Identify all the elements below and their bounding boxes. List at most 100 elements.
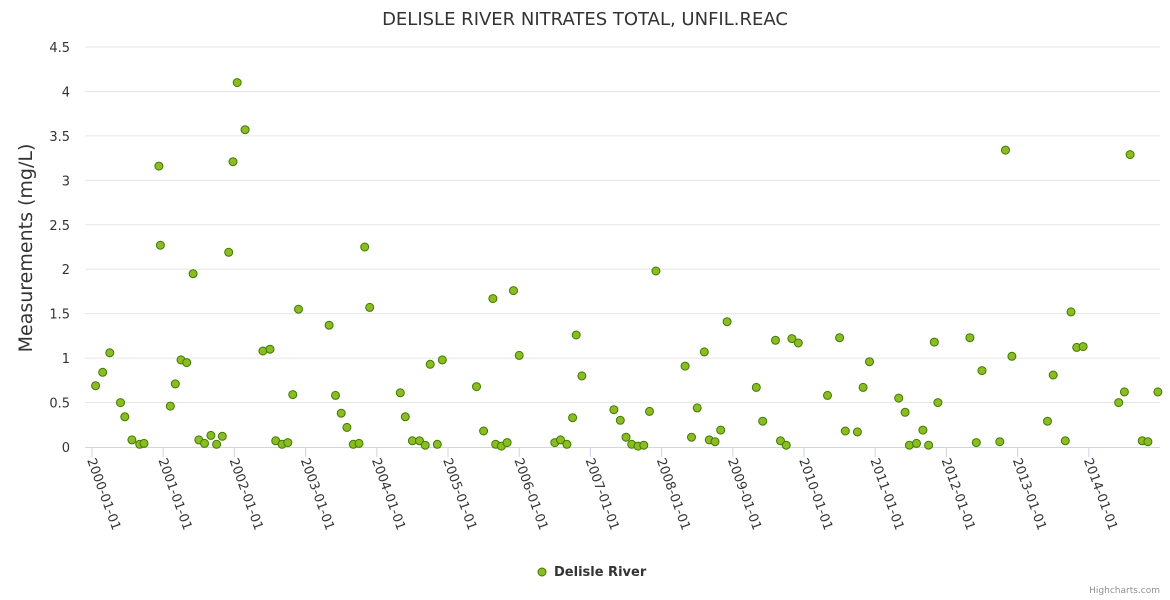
- data-point[interactable]: [680, 361, 690, 371]
- data-point[interactable]: [692, 403, 702, 413]
- data-point[interactable]: [758, 416, 768, 426]
- data-point[interactable]: [400, 412, 410, 422]
- data-point[interactable]: [933, 398, 943, 408]
- legend-item-delisle-river[interactable]: Delisle River: [554, 565, 647, 580]
- data-point[interactable]: [894, 393, 904, 403]
- data-point[interactable]: [1125, 150, 1135, 160]
- data-point[interactable]: [206, 430, 216, 440]
- data-point[interactable]: [228, 157, 238, 167]
- data-point[interactable]: [324, 320, 334, 330]
- data-point[interactable]: [793, 338, 803, 348]
- data-point[interactable]: [858, 382, 868, 392]
- data-point[interactable]: [687, 432, 696, 442]
- data-point[interactable]: [1007, 351, 1017, 361]
- data-point[interactable]: [609, 405, 619, 415]
- data-point[interactable]: [182, 358, 192, 368]
- data-point[interactable]: [651, 266, 661, 276]
- data-point[interactable]: [621, 432, 631, 442]
- data-point[interactable]: [852, 427, 862, 437]
- data-point[interactable]: [509, 286, 518, 296]
- data-point[interactable]: [342, 422, 352, 432]
- data-point[interactable]: [823, 390, 832, 400]
- data-point[interactable]: [1048, 370, 1058, 380]
- data-point[interactable]: [354, 438, 364, 448]
- data-point[interactable]: [639, 440, 649, 450]
- data-point[interactable]: [154, 161, 164, 171]
- data-point[interactable]: [1001, 145, 1010, 155]
- data-point[interactable]: [562, 439, 572, 449]
- data-point[interactable]: [127, 435, 137, 445]
- data-point[interactable]: [977, 366, 987, 376]
- data-point[interactable]: [155, 240, 165, 250]
- legend[interactable]: Delisle River: [537, 565, 647, 580]
- data-point[interactable]: [577, 371, 587, 381]
- data-point[interactable]: [165, 401, 175, 411]
- data-point[interactable]: [98, 367, 108, 377]
- data-point[interactable]: [425, 359, 435, 369]
- data-point[interactable]: [188, 269, 198, 279]
- data-point[interactable]: [710, 437, 720, 447]
- credits-link[interactable]: Highcharts.com: [1089, 586, 1160, 596]
- data-point[interactable]: [912, 438, 921, 448]
- data-point[interactable]: [224, 247, 234, 257]
- data-point[interactable]: [365, 302, 375, 312]
- data-point[interactable]: [200, 438, 209, 448]
- data-point[interactable]: [283, 438, 293, 448]
- data-point[interactable]: [645, 406, 654, 416]
- data-point[interactable]: [716, 425, 726, 435]
- data-point[interactable]: [722, 317, 732, 327]
- data-point[interactable]: [294, 304, 303, 314]
- data-point[interactable]: [217, 431, 227, 441]
- data-point[interactable]: [751, 382, 761, 392]
- data-point[interactable]: [437, 355, 447, 365]
- data-point[interactable]: [835, 333, 845, 343]
- data-point[interactable]: [91, 381, 101, 391]
- data-point[interactable]: [139, 438, 149, 448]
- data-point[interactable]: [331, 390, 340, 400]
- data-point[interactable]: [488, 294, 498, 304]
- data-point[interactable]: [502, 438, 512, 448]
- data-point[interactable]: [995, 437, 1005, 447]
- data-point[interactable]: [1153, 387, 1163, 397]
- data-point[interactable]: [781, 440, 791, 450]
- data-point[interactable]: [1066, 307, 1076, 317]
- data-point[interactable]: [787, 334, 797, 344]
- data-point[interactable]: [105, 348, 115, 358]
- data-point[interactable]: [965, 333, 975, 343]
- data-point[interactable]: [1119, 387, 1129, 397]
- data-point[interactable]: [1078, 342, 1088, 352]
- data-point[interactable]: [420, 440, 430, 450]
- data-point[interactable]: [170, 379, 180, 389]
- data-point[interactable]: [971, 438, 981, 448]
- data-point[interactable]: [1143, 437, 1153, 447]
- data-point[interactable]: [1060, 436, 1070, 446]
- data-point[interactable]: [924, 440, 934, 450]
- data-point[interactable]: [395, 388, 405, 398]
- data-point[interactable]: [240, 125, 250, 135]
- data-point[interactable]: [336, 408, 346, 418]
- data-point[interactable]: [568, 413, 578, 423]
- data-point[interactable]: [432, 439, 442, 449]
- data-point[interactable]: [840, 426, 850, 436]
- data-point[interactable]: [900, 407, 910, 417]
- data-point[interactable]: [116, 398, 125, 408]
- data-point[interactable]: [360, 242, 370, 252]
- data-point[interactable]: [288, 390, 298, 400]
- data-point[interactable]: [120, 412, 130, 422]
- data-point[interactable]: [865, 357, 874, 367]
- data-point[interactable]: [514, 350, 524, 360]
- data-point[interactable]: [265, 344, 275, 354]
- data-point[interactable]: [929, 337, 939, 347]
- data-point[interactable]: [918, 425, 928, 435]
- data-point[interactable]: [472, 382, 481, 392]
- data-point[interactable]: [1043, 416, 1052, 426]
- data-point[interactable]: [699, 347, 709, 357]
- data-point[interactable]: [232, 78, 242, 88]
- data-point[interactable]: [212, 439, 222, 449]
- data-point[interactable]: [1114, 398, 1124, 408]
- data-point[interactable]: [571, 330, 581, 340]
- data-point[interactable]: [771, 335, 780, 345]
- data-point[interactable]: [615, 415, 625, 425]
- data-point[interactable]: [479, 426, 489, 436]
- series-delisle-river[interactable]: [91, 78, 1163, 451]
